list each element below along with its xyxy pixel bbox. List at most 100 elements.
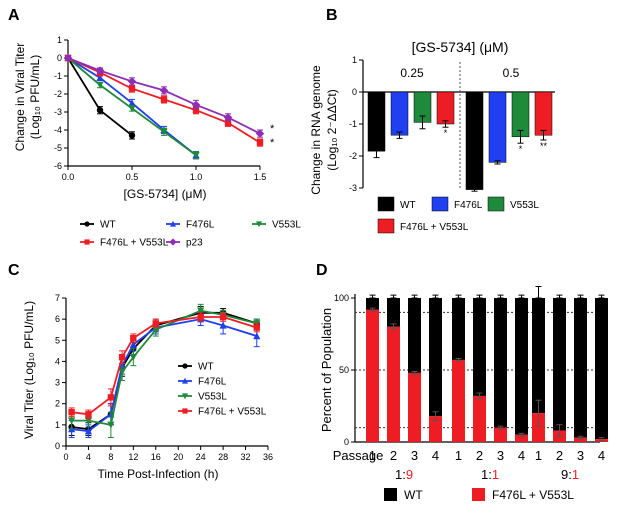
panel-d-ratio-label: 1:1 <box>481 467 499 482</box>
panel-a-ylabel-line1: Change in Viral Titer <box>13 43 27 152</box>
panel-d-ratios: 1:9 1:1 9:1 <box>395 467 579 482</box>
panel-a-legend-label-f476l: F476L <box>186 220 215 231</box>
panel-c-legend-marker-f476l_v553l <box>182 408 188 414</box>
panel-d-ratio-label: 1:9 <box>395 467 413 482</box>
panel-c-point-f476l_v553l <box>68 408 75 416</box>
panel-d-bar-wt <box>429 298 442 417</box>
panel-a-point-v553l <box>128 105 136 113</box>
panel-b-label: B <box>326 7 338 24</box>
panel-c-point-v553l <box>84 417 93 425</box>
panel-c-point-f476l_v553l <box>152 320 159 327</box>
panel-d-passage-label: Passage <box>333 448 384 463</box>
panel-c-point-f476l_v553l <box>85 411 92 418</box>
panel-d-ratio-label: 9:1 <box>561 467 579 482</box>
panel-a-legend-marker-p23 <box>169 238 177 246</box>
panel-c: C Viral Titer (Log₁₀ PFU/mL) Time Post-I… <box>8 262 273 481</box>
panel-c-y-tick-label: 5 <box>55 335 60 345</box>
panel-d-bar-wt <box>387 298 400 327</box>
panel-d-legend: WT F476L + V553L <box>384 488 574 502</box>
panel-b-bar-wt <box>367 91 386 152</box>
panel-b-bar-f476l <box>390 91 409 136</box>
panel-d-bar-wt <box>366 298 379 310</box>
panel-d-passage-tick: 1 <box>369 448 376 463</box>
panel-c-point-f476l_v553l <box>130 334 137 342</box>
panel-c-series-line-f476l_v553l <box>71 316 258 416</box>
panel-c-legend-label-wt: WT <box>198 362 214 373</box>
panel-d-bar-f476l-v553l <box>387 326 400 442</box>
panel-c-point-v553l <box>152 326 160 334</box>
panel-b-bar-wt <box>465 91 484 190</box>
panel-c-x-tick-label: 36 <box>263 452 273 462</box>
panel-d-bar-f476l-v553l <box>408 372 421 442</box>
panel-c-legend-label-f476l: F476L <box>198 377 227 388</box>
panel-a-axes: 0.0 0.5 1.0 1.5 1 0 -1 -2 -3 -4 -5 -6 <box>54 35 266 182</box>
panel-c-label: C <box>8 262 20 279</box>
panel-a-legend-label-v553l: V553L <box>272 220 301 231</box>
panel-b-significance: * <box>444 128 448 138</box>
panel-a-legend-marker-f476l_v553l <box>84 239 90 245</box>
panel-c-y-tick-label: 7 <box>55 293 60 303</box>
panel-d-passage-tick: 4 <box>598 448 605 463</box>
panel-c-point-f476l <box>129 340 137 348</box>
panel-a-point-f476l_v553l <box>160 96 168 103</box>
panel-c-x-tick-label: 28 <box>218 452 228 462</box>
panel-a-point-v553l <box>192 152 200 159</box>
panel-a: A Change in Viral Titer (Log₁₀ PFU/mL) [… <box>8 7 301 249</box>
panel-c-legend-marker-wt <box>182 363 188 369</box>
panel-a-annotation-2: * <box>270 137 275 149</box>
panel-b-ylabel-line1: Change in RNA genome <box>309 65 323 195</box>
panel-d-ratio-part: 1 <box>492 467 499 482</box>
panel-a-legend-marker-wt <box>84 221 90 227</box>
panel-d-bar-wt <box>452 298 465 360</box>
panel-d-bar-f476l-v553l <box>574 437 587 442</box>
panel-b-bar-f476l <box>488 91 507 163</box>
panel-c-point-v553l <box>107 421 115 429</box>
panel-d-passage-tick: 4 <box>432 448 439 463</box>
panel-d-ratio-part: 1 <box>572 467 579 482</box>
panel-a-point-wt <box>96 107 104 114</box>
panel-a-point-p23 <box>95 66 105 75</box>
panel-d-passage-tick: 3 <box>411 448 418 463</box>
panel-c-point-f476l <box>219 321 227 329</box>
panel-b-y-tick-label: -1 <box>349 119 357 129</box>
panel-d-passage-tick: 3 <box>497 448 504 463</box>
panel-c-ylabel: Viral Titer (Log₁₀ PFU/mL) <box>22 301 36 439</box>
panel-c-x-tick-label: 24 <box>196 452 206 462</box>
panel-c-point-f476l_v553l <box>118 354 126 361</box>
panel-a-point-f476l_v553l <box>256 139 264 146</box>
panel-b-legend-swatch-f476l_v553l <box>377 218 395 234</box>
panel-d-passage-tick: 2 <box>556 448 563 463</box>
panel-c-point-v553l <box>118 368 126 376</box>
panel-b-title: [GS-5734] (μM) <box>412 39 509 55</box>
panel-a-y-tick-label: -4 <box>54 125 62 135</box>
panel-d-passage-tick: 2 <box>390 448 397 463</box>
panel-a-y-tick-label: -1 <box>54 71 62 81</box>
panel-d-ratio-part: 9 <box>561 467 568 482</box>
panel-b-ylabel-line2: (Log₁₀ 2⁻ΔΔCt) <box>325 89 339 170</box>
panel-d-ratio-separator: : <box>568 467 572 482</box>
panel-a-legend-marker-f476l <box>170 220 176 227</box>
panel-d-ratio-separator: : <box>488 467 492 482</box>
panel-c-legend-marker-v553l <box>182 393 188 400</box>
panel-d-passage-tick: 4 <box>518 448 525 463</box>
panel-c-x-tick-label: 8 <box>108 452 113 462</box>
panel-d-bar-wt <box>574 298 587 438</box>
panel-a-point-p23 <box>191 100 201 109</box>
panel-c-y-tick-label: 0 <box>55 441 60 451</box>
panel-b-legend-label-f476l_v553l: F476L + V553L <box>400 222 469 233</box>
panel-a-annotation-1: * <box>270 123 275 135</box>
panel-a-point-f476l <box>96 74 104 81</box>
panel-d-bar-wt <box>494 298 507 428</box>
panel-c-xlabel: Time Post-Infection (h) <box>98 467 219 481</box>
panel-a-label: A <box>8 7 20 24</box>
panel-d-bar-wt <box>473 298 486 396</box>
panel-a-x-tick-label: 1.0 <box>190 172 203 182</box>
panel-d-y-tick-label: 0 <box>344 437 349 447</box>
panel-c-y-tick-label: 1 <box>55 420 60 430</box>
panel-d-bar-f476l-v553l <box>532 413 545 442</box>
panel-b-significance: * <box>519 144 523 154</box>
panel-a-legend-label-wt: WT <box>100 220 116 231</box>
panel-a-point-f476l_v553l <box>192 107 200 114</box>
panel-d-ratio-part: 9 <box>406 467 413 482</box>
